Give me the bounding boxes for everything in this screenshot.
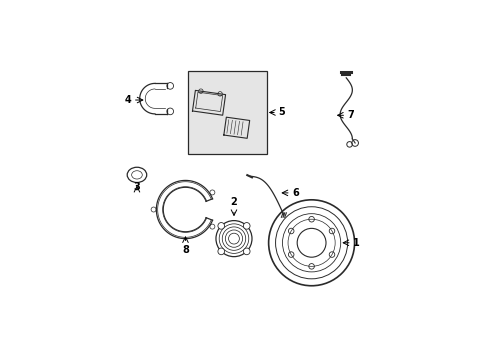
Text: 7: 7 [347,110,354,120]
Circle shape [218,248,224,255]
Bar [188,71,267,154]
Circle shape [151,207,156,212]
Text: 1: 1 [352,238,359,248]
Text: 8: 8 [182,245,188,255]
Text: 5: 5 [278,108,285,117]
Circle shape [218,222,224,229]
Text: 3: 3 [133,181,140,192]
Text: 4: 4 [124,95,131,105]
Circle shape [243,248,249,255]
Circle shape [209,190,214,195]
Circle shape [243,222,249,229]
Text: 2: 2 [230,197,237,207]
Circle shape [209,224,214,229]
Text: 6: 6 [292,188,298,198]
